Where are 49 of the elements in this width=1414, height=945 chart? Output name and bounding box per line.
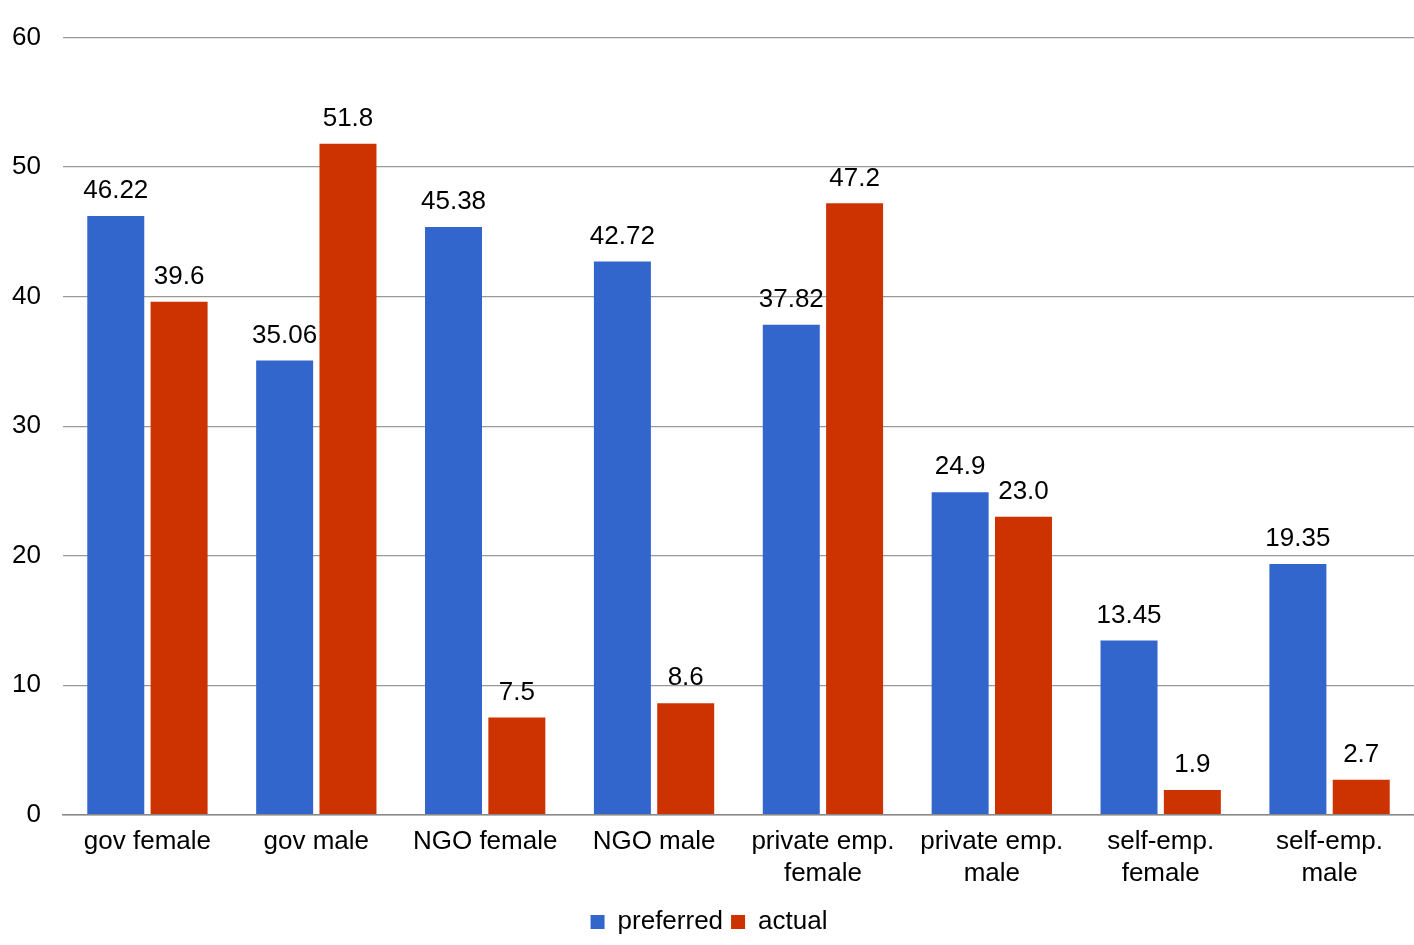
data-label: 2.7: [1343, 737, 1380, 768]
y-tick-label: 20: [12, 538, 41, 569]
data-label: 42.72: [589, 219, 655, 250]
x-tick-label: NGO female: [412, 825, 558, 856]
bar: [150, 301, 208, 814]
bar: [1163, 790, 1221, 814]
bar: [1332, 779, 1390, 814]
data-label: 45.38: [420, 185, 487, 216]
data-label: 35.06: [252, 318, 318, 349]
data-label: 51.8: [322, 101, 374, 132]
data-label: 7.5: [498, 675, 535, 706]
bar: [1269, 564, 1327, 814]
x-tick-label: gov male: [263, 825, 370, 856]
bar: [931, 492, 989, 814]
data-label: 8.6: [667, 661, 704, 692]
bar: [256, 360, 314, 814]
y-tick-label: 10: [12, 668, 41, 699]
x-tick-label: private emp. female: [751, 825, 895, 887]
bar: [1100, 640, 1158, 814]
x-tick-label: self-emp. male: [1276, 825, 1384, 887]
bar: [826, 203, 884, 814]
data-label: 47.2: [829, 161, 880, 192]
legend-label: preferred: [617, 905, 724, 936]
bar: [425, 226, 483, 814]
y-tick-label: 40: [12, 279, 41, 310]
x-tick-label: gov female: [83, 825, 212, 856]
x-tick-label: NGO male: [592, 825, 716, 856]
data-label: 39.6: [153, 259, 205, 290]
bar: [657, 703, 715, 814]
data-label: 19.35: [1265, 522, 1331, 553]
data-label: 23.0: [998, 474, 1049, 505]
bar: [87, 216, 145, 814]
bar: [488, 717, 546, 814]
bar: [319, 143, 377, 814]
data-label: 1.9: [1174, 748, 1211, 779]
data-label: 13.45: [1096, 598, 1162, 629]
data-label: 37.82: [758, 283, 824, 313]
data-label: 46.22: [83, 174, 149, 205]
legend-label: actual: [758, 905, 828, 936]
bar: [762, 324, 820, 814]
y-tick-label: 30: [12, 409, 41, 440]
data-label: 24.9: [934, 450, 986, 481]
x-tick-label: self-emp. female: [1107, 825, 1215, 887]
y-tick-label: 0: [26, 797, 41, 828]
bar: [593, 261, 651, 814]
x-tick-label: private emp. male: [920, 825, 1064, 887]
bar: [994, 516, 1052, 814]
y-tick-label: 50: [12, 150, 41, 181]
y-tick-label: 60: [12, 20, 41, 51]
